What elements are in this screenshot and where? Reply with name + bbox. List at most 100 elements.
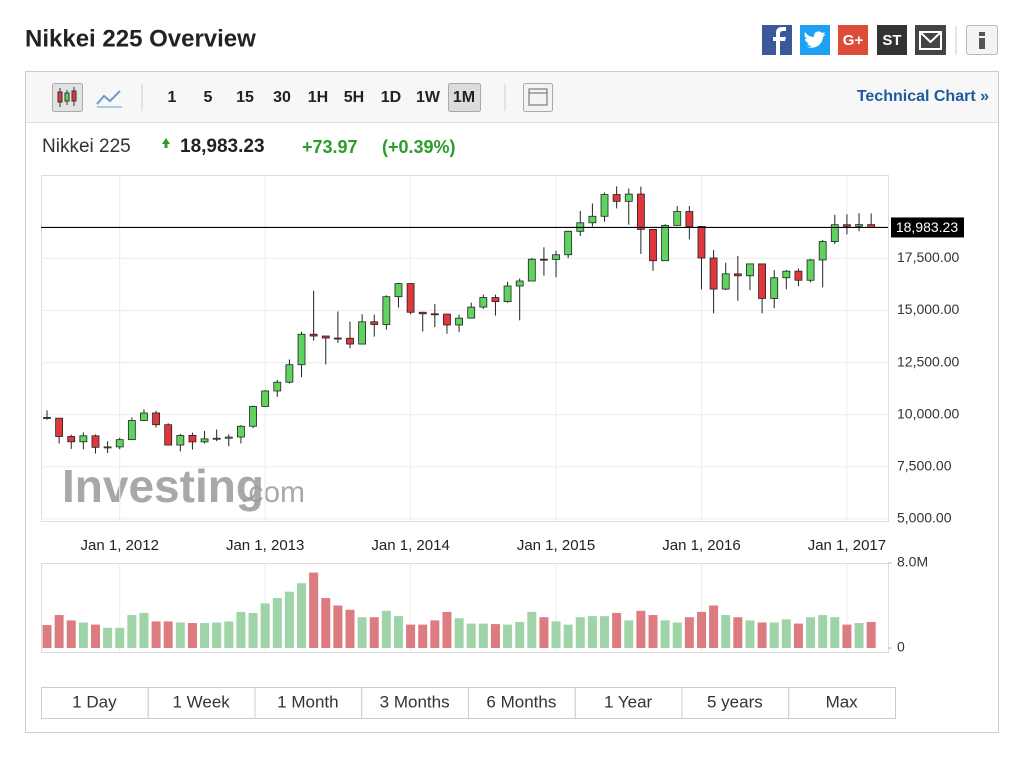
range-button[interactable] — [788, 687, 896, 719]
range-label: 1 Year — [604, 692, 653, 711]
layout-button[interactable] — [523, 83, 553, 112]
technical-chart-link[interactable]: Technical Chart » — [857, 88, 989, 105]
candle-body — [79, 435, 88, 443]
candle-body — [636, 193, 645, 230]
interval-button[interactable]: 1D — [381, 89, 401, 106]
candle-body — [818, 241, 827, 261]
candle-body — [552, 254, 560, 260]
interval-active — [448, 83, 481, 112]
volume-bar — [345, 609, 355, 648]
candle-body — [212, 437, 221, 440]
gplus-icon[interactable] — [838, 25, 868, 55]
y-tick-label: 5,000.00 — [897, 510, 952, 526]
candle-body — [176, 434, 185, 446]
interval-button[interactable]: 5H — [344, 89, 364, 106]
range-button[interactable] — [574, 687, 683, 719]
candle-body — [321, 335, 330, 339]
volume-bar — [793, 623, 803, 648]
volume-bar — [406, 624, 416, 648]
volume-bar — [200, 623, 210, 648]
volume-bar — [175, 622, 185, 648]
info-glyph — [979, 32, 985, 36]
candle-body — [649, 229, 657, 262]
candle-body — [346, 337, 354, 345]
volume-bar — [515, 621, 525, 648]
candle-body — [612, 194, 621, 202]
candle-body — [709, 257, 718, 290]
volume-bar — [624, 620, 634, 648]
interval-button[interactable]: 5 — [204, 89, 213, 106]
volume-bar — [733, 617, 743, 648]
candle-body — [370, 321, 379, 325]
volume-bar — [478, 623, 488, 648]
x-tick-label: Jan 1, 2014 — [371, 537, 449, 554]
candle-body — [224, 436, 233, 439]
volume-bar — [163, 621, 173, 648]
x-tick-label: Jan 1, 2012 — [81, 537, 159, 554]
page-title: Nikkei 225 Overview — [25, 25, 256, 52]
candle-body — [127, 420, 136, 441]
volume-bar — [769, 622, 779, 648]
stocktwits-icon[interactable] — [877, 25, 907, 55]
volume-bar — [806, 617, 816, 648]
candle-body — [467, 306, 476, 319]
volume-bar — [612, 612, 622, 648]
candle-body — [443, 313, 451, 326]
candle-body — [188, 434, 197, 443]
candle-body — [406, 283, 415, 313]
interval-button[interactable]: 1W — [416, 89, 441, 106]
range-button[interactable] — [468, 687, 576, 719]
y-tick-label: 17,500.00 — [897, 249, 959, 265]
candle-body — [418, 311, 427, 315]
candle-body — [843, 224, 851, 227]
volume-bar — [830, 617, 840, 648]
range-button[interactable] — [41, 687, 149, 719]
candle-body — [697, 225, 706, 259]
candle-body — [540, 258, 548, 261]
volume-bar — [381, 610, 391, 648]
interval-button[interactable]: 1H — [308, 89, 328, 106]
volume-bar — [54, 615, 64, 648]
x-tick-label: Jan 1, 2017 — [808, 537, 886, 554]
x-tick-label: Jan 1, 2016 — [662, 537, 740, 554]
volume-bar — [721, 615, 731, 648]
candle-body — [309, 333, 318, 337]
candle-body — [855, 224, 863, 227]
range-button[interactable] — [254, 687, 363, 719]
range-label: 6 Months — [486, 692, 556, 711]
volume-bar — [854, 623, 864, 648]
candle-body — [527, 258, 536, 282]
interval-button[interactable]: 30 — [273, 89, 291, 106]
share-icons: G+ ST — [762, 25, 998, 55]
y-tick-label: 15,000.00 — [897, 301, 959, 317]
range-button[interactable] — [147, 687, 256, 719]
last-price-tag — [891, 217, 964, 238]
volume-bar — [709, 605, 719, 648]
volume-bar — [757, 622, 767, 648]
range-button[interactable] — [681, 687, 790, 719]
candle-body — [382, 296, 391, 325]
y-tick-label: 10,000.00 — [897, 405, 959, 421]
candle-body — [430, 313, 439, 316]
interval-button[interactable]: 15 — [236, 89, 254, 106]
volume-bar — [527, 611, 537, 648]
volume-bar — [745, 620, 755, 648]
range-button[interactable] — [361, 687, 469, 719]
line-type-button[interactable] — [96, 90, 121, 105]
volume-bar — [115, 627, 125, 648]
candle-body — [115, 439, 124, 448]
volume-bar — [90, 624, 100, 648]
candle-body — [794, 270, 803, 281]
volume-bar — [151, 621, 161, 648]
interval-button[interactable]: 1 — [168, 89, 177, 106]
volume-bar — [127, 615, 137, 648]
candle-body — [152, 412, 160, 426]
volume-bar — [393, 616, 403, 648]
volume-bar — [333, 605, 343, 648]
interval-button[interactable]: 1M — [453, 89, 475, 106]
volume-bar — [490, 624, 500, 648]
volume-bar — [272, 598, 282, 648]
candle-body — [661, 224, 670, 262]
candle-body — [503, 285, 512, 303]
